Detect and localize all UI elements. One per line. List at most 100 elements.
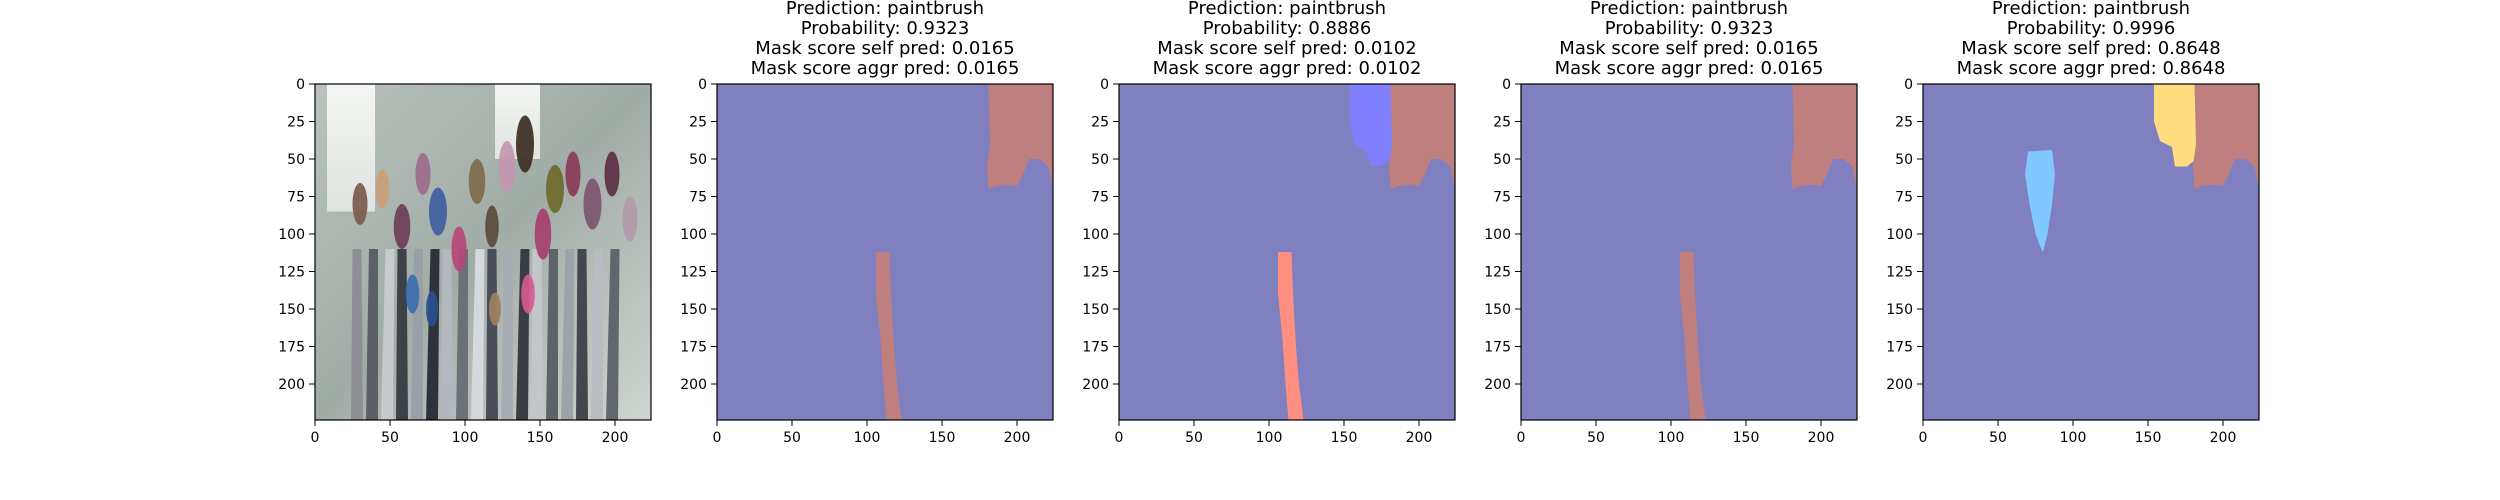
- panel-title-line: Probability: 0.9996: [2007, 18, 2176, 39]
- panel-title-line: Mask score aggr pred: 0.8648: [1957, 58, 2226, 79]
- y-tick-label: 25: [1895, 115, 1913, 131]
- photo-brush-tip: [426, 291, 438, 327]
- y-tick-label: 0: [1502, 77, 1511, 93]
- photo-brush-handle: [456, 249, 468, 420]
- photo-brush-handle: [396, 249, 408, 420]
- panel-2: 0 50 100 150 200 0 25 50 75 100 125 150 175 200 Predic…: [680, 0, 1054, 446]
- panel-title-line: Mask score aggr pred: 0.0165: [751, 58, 1020, 79]
- photo-brush-tip: [429, 187, 447, 236]
- mask-region: [876, 252, 902, 420]
- y-tick-label: 175: [1484, 340, 1511, 356]
- photo-brush-tip: [516, 115, 534, 173]
- photo-brush-handle: [441, 249, 453, 420]
- y-tick-label: 50: [287, 152, 305, 168]
- x-tick-label: 0: [1517, 430, 1526, 446]
- x-tick-label: 150: [1733, 430, 1760, 446]
- x-tick-label: 100: [854, 430, 881, 446]
- photo-brush-tip: [415, 153, 431, 195]
- y-tick-label: 25: [1091, 115, 1109, 131]
- mask-region: [2025, 150, 2055, 252]
- y-tick-label: 200: [1484, 377, 1511, 393]
- axis-frame: [1520, 83, 1858, 421]
- x-tick-label: 50: [1587, 430, 1605, 446]
- y-tick-label: 200: [278, 377, 305, 393]
- y-tick-label: 175: [1886, 340, 1913, 356]
- photo-brush-tip: [375, 169, 390, 209]
- y-tick-label: 0: [1100, 77, 1109, 93]
- photo-brush-handle: [426, 249, 440, 420]
- photo-brush-handle: [606, 249, 620, 420]
- x-tick-label: 50: [1185, 430, 1203, 446]
- photo-brush-handle: [351, 249, 363, 420]
- x-tick-label: 150: [527, 430, 554, 446]
- x-tick-label: 150: [929, 430, 956, 446]
- y-tick-label: 125: [1886, 265, 1913, 281]
- x-tick-label: 200: [1004, 430, 1031, 446]
- y-tick-label: 25: [1493, 115, 1511, 131]
- x-tick-label: 0: [1115, 430, 1124, 446]
- x-tick-label: 50: [1989, 430, 2007, 446]
- panel-title-line: Probability: 0.9323: [801, 18, 970, 39]
- photo-brush-tip: [521, 274, 535, 314]
- panel-title-line: Mask score aggr pred: 0.0102: [1153, 58, 1422, 79]
- y-tick-label: 100: [1082, 227, 1109, 243]
- panel-title-line: Mask score aggr pred: 0.0165: [1555, 58, 1824, 79]
- y-tick-label: 150: [1082, 302, 1109, 318]
- photo-brush-tip: [468, 159, 486, 204]
- x-tick-label: 50: [783, 430, 801, 446]
- mask-region: [987, 84, 1053, 189]
- y-tick-label: 0: [296, 77, 305, 93]
- photo-brush-handle: [501, 249, 513, 420]
- y-tick-label: 150: [278, 302, 305, 318]
- y-tick-label: 100: [1484, 227, 1511, 243]
- y-tick-label: 50: [1091, 152, 1109, 168]
- panel-5: 0 50 100 150 200 0 25 50 75 100 125 150 175 200 Predic…: [1886, 0, 2260, 446]
- y-tick-label: 50: [689, 152, 707, 168]
- panel-title-line: Prediction: paintbrush: [786, 0, 984, 19]
- x-tick-label: 100: [1256, 430, 1283, 446]
- photo-brush-tip: [393, 204, 411, 249]
- x-tick-label: 0: [713, 430, 722, 446]
- y-tick-label: 200: [680, 377, 707, 393]
- photo-brush-handle: [381, 249, 395, 420]
- panel-3: 0 50 100 150 200 0 25 50 75 100 125 150 175 200 Predic…: [1082, 0, 1456, 446]
- photo-brush-handle: [561, 249, 575, 420]
- mask-region: [1350, 84, 1398, 167]
- y-tick-label: 125: [680, 265, 707, 281]
- mask-region: [1791, 84, 1857, 189]
- axis-frame: [716, 83, 1054, 421]
- panel-title-line: Mask score self pred: 0.0102: [1157, 38, 1416, 59]
- y-tick-label: 100: [680, 227, 707, 243]
- y-tick-label: 175: [680, 340, 707, 356]
- photo-brush-tip: [583, 178, 602, 230]
- y-tick-label: 75: [287, 190, 305, 206]
- photo-image: [315, 84, 651, 420]
- y-tick-label: 100: [278, 227, 305, 243]
- y-tick-label: 125: [1484, 265, 1511, 281]
- panel-title-line: Mask score self pred: 0.0165: [755, 38, 1014, 59]
- photo-brush-tip: [498, 141, 516, 192]
- panel-title-line: Mask score self pred: 0.8648: [1961, 38, 2220, 59]
- photo-brush-tip: [489, 292, 501, 326]
- y-tick-label: 150: [680, 302, 707, 318]
- y-tick-label: 0: [1904, 77, 1913, 93]
- panels-group: 0 50 100 150 200 0 25 50 75 100 125 150 175 200 0 50 100…: [278, 0, 2260, 446]
- photo-brush-tip: [604, 151, 620, 197]
- mask-region: [1278, 252, 1304, 420]
- panel-title-line: Prediction: paintbrush: [1992, 0, 2190, 19]
- y-tick-label: 50: [1895, 152, 1913, 168]
- x-tick-label: 50: [381, 430, 399, 446]
- photo-brush-tip: [534, 208, 552, 260]
- photo-brush-handle: [471, 249, 485, 420]
- photo-brush-handle: [366, 249, 378, 420]
- photo-brush-handle: [546, 249, 558, 420]
- y-tick-label: 175: [1082, 340, 1109, 356]
- mask-region: [2154, 84, 2202, 167]
- y-tick-label: 75: [1493, 190, 1511, 206]
- y-tick-label: 125: [1082, 265, 1109, 281]
- photo-brush-tip: [622, 196, 638, 242]
- photo-brush-tip: [565, 151, 581, 197]
- y-tick-label: 75: [1895, 190, 1913, 206]
- panel-title-line: Prediction: paintbrush: [1590, 0, 1788, 19]
